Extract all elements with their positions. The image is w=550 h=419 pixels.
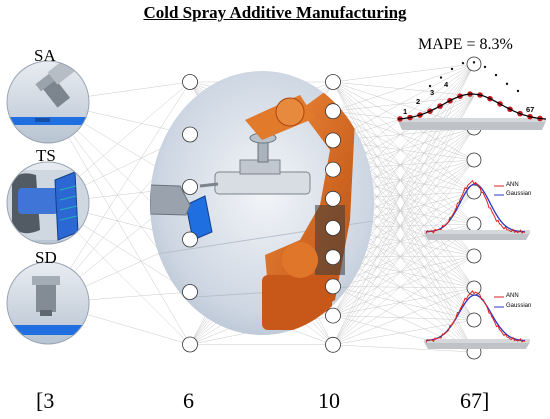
connection-line [332,81,475,289]
profile-label-2: 2 [416,97,421,106]
profile-trace-point [516,89,520,93]
connection-line [332,110,475,193]
connection-line [332,81,475,257]
connection-line [332,110,475,161]
profile-trace-point [494,73,498,77]
connection-line [332,81,475,193]
hidden-node-layer-1 [182,231,198,248]
input-label-sa: SA [34,46,56,65]
profile-trace-point [505,82,509,86]
hidden-node-layer-1 [182,126,198,143]
connection-line [332,63,475,83]
layer-size-output: 67] [460,388,490,413]
ann-curve-2 [425,290,526,343]
layer-size-hidden-1: 6 [183,388,194,413]
connection-line [332,81,475,353]
hidden-node-layer-2 [325,249,341,266]
connection-line [332,159,475,316]
hidden-node-layer-1 [182,74,198,90]
profile-label-3: 3 [430,88,435,97]
input-label-sd: SD [35,248,57,267]
hidden-node-layer-2 [325,132,341,149]
profile-curve [397,93,547,120]
connection-line [332,81,475,321]
input-image-sa [6,60,90,144]
profile-plot [397,61,547,130]
distribution-plot-2 [424,290,530,349]
distribution-plot-1 [424,179,530,240]
ann-curve-1 [425,179,526,234]
output-node [466,248,482,264]
connection-line [332,315,475,321]
profile-trace-point [483,65,487,69]
profile-trace-point [450,67,454,71]
profile-trace-point [439,76,443,79]
input-image-sd [6,261,90,345]
connection-line [332,63,475,141]
hidden-node-layer-1 [182,179,198,195]
legend-ann-1: ANN [506,182,519,188]
profile-label-67: 67 [526,105,535,114]
network-nodes [182,56,482,360]
connection-line [332,63,475,112]
connection-line [332,286,475,289]
input-label-ts: TS [36,146,56,165]
connection-line [332,344,475,353]
mape-metric: MAPE = 8.3% [418,36,513,53]
profile-trace-point [461,61,465,65]
hidden-node-layer-2 [325,336,341,353]
connection-line [332,81,475,97]
connection-line [332,286,475,321]
connection-line [332,319,475,346]
hidden-node-layer-1 [182,284,198,300]
connection-line [332,287,475,346]
connection-line [332,191,475,316]
profile-label-1: 1 [403,107,408,116]
profile-trace-point [472,61,476,64]
layer-size-input: [3 [36,388,55,413]
hidden-node-layer-2 [325,220,341,236]
connection-line [332,255,475,316]
diagram-title: Cold Spray Additive Manufacturing [143,3,407,22]
connection-line [332,95,475,345]
connection-line [47,101,191,345]
profile-trace-point [428,84,432,88]
hidden-node-layer-2 [325,74,341,90]
connection-line [332,127,475,345]
connection-line [332,127,475,316]
connection-line [332,255,475,287]
connection-line [332,255,475,346]
layer-size-hidden-2: 10 [318,388,340,413]
legend-gaussian-2: Gaussian [506,303,532,309]
connection-line [332,95,475,316]
hidden-node-layer-1 [182,336,198,353]
legend-ann-2: ANN [506,293,519,299]
input-image-ts [6,161,90,245]
legend-gaussian-1: Gaussian [506,191,532,197]
hidden-node-layer-2 [325,103,341,120]
connection-line [332,111,475,225]
output-node [466,152,482,168]
connection-line [332,81,475,225]
connection-line [332,287,475,316]
hidden-node-layer-2 [325,278,341,295]
hidden-node-layer-2 [325,161,341,178]
connection-line [47,81,191,304]
output-node [466,56,482,72]
connection-line [332,159,475,345]
hidden-node-layer-2 [325,307,341,324]
gaussian-curve-1 [425,183,526,233]
connection-line [332,223,475,345]
output-node [466,216,482,232]
profile-label-4: 4 [444,80,449,89]
hidden-node-layer-2 [325,190,341,207]
connection-line [332,63,475,345]
output-node [466,312,482,328]
